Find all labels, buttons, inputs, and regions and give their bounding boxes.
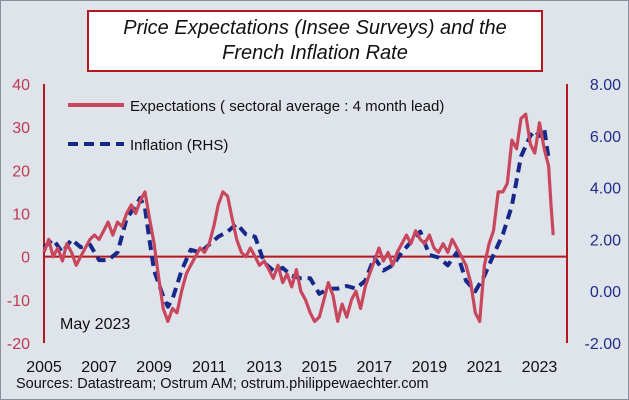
right-axis-tick-label: 6.00 bbox=[590, 129, 621, 146]
left-axis-tick-label: -20 bbox=[7, 336, 30, 353]
chart-title-line2: French Inflation Rate bbox=[222, 42, 408, 64]
legend-label-inflation: Inflation (RHS) bbox=[130, 137, 228, 154]
left-axis-tick-label: 30 bbox=[12, 120, 30, 137]
left-axis-tick-label: -10 bbox=[7, 293, 30, 310]
left-axis-tick-label: 10 bbox=[12, 207, 30, 224]
x-axis-tick-label: 2021 bbox=[467, 359, 503, 376]
x-axis-tick-label: 2011 bbox=[192, 359, 227, 376]
x-axis-tick-label: 2017 bbox=[357, 359, 393, 376]
right-axis-tick-label: 0.00 bbox=[590, 284, 621, 301]
date-annotation: May 2023 bbox=[60, 316, 130, 333]
x-axis-tick-label: 2013 bbox=[246, 359, 282, 376]
legend-label-expectations: Expectations ( sectoral average : 4 mont… bbox=[130, 98, 444, 115]
right-axis-tick-label: 4.00 bbox=[590, 181, 621, 198]
legend: Expectations ( sectoral average : 4 mont… bbox=[68, 98, 444, 154]
source-note: Sources: Datastream; Ostrum AM; ostrum.p… bbox=[16, 376, 429, 392]
x-axis-tick-label: 2007 bbox=[81, 359, 117, 376]
left-axis-tick-label: 20 bbox=[12, 163, 30, 180]
left-axis: 40 30 20 10 0 -10 -20 bbox=[7, 77, 30, 353]
x-axis-tick-label: 2009 bbox=[136, 359, 172, 376]
x-axis-tick-label: 2005 bbox=[26, 359, 62, 376]
chart-title-line1: Price Expectations (Insee Surveys) and t… bbox=[123, 17, 507, 39]
right-axis-tick-label: 2.00 bbox=[590, 232, 621, 249]
left-axis-tick-label: 0 bbox=[21, 250, 30, 267]
right-axis-tick-label: -2.00 bbox=[585, 336, 622, 353]
x-axis-tick-label: 2023 bbox=[522, 359, 558, 376]
right-axis: 8.00 6.00 4.00 2.00 0.00 -2.00 bbox=[585, 77, 622, 353]
x-axis: 2005 2007 2009 2011 2013 2015 2017 2019 2021 2023 bbox=[26, 359, 557, 376]
series-line-expectations bbox=[42, 112, 555, 323]
annotation: May 2023 bbox=[60, 316, 130, 333]
left-axis-tick-label: 40 bbox=[12, 77, 30, 94]
x-axis-tick-label: 2015 bbox=[301, 359, 337, 376]
series-group bbox=[42, 112, 555, 323]
chart-title-box: Price Expectations (Insee Surveys) and t… bbox=[87, 10, 543, 72]
x-axis-tick-label: 2019 bbox=[412, 359, 448, 376]
right-axis-tick-label: 8.00 bbox=[590, 77, 621, 94]
series-line-inflation bbox=[42, 126, 551, 309]
